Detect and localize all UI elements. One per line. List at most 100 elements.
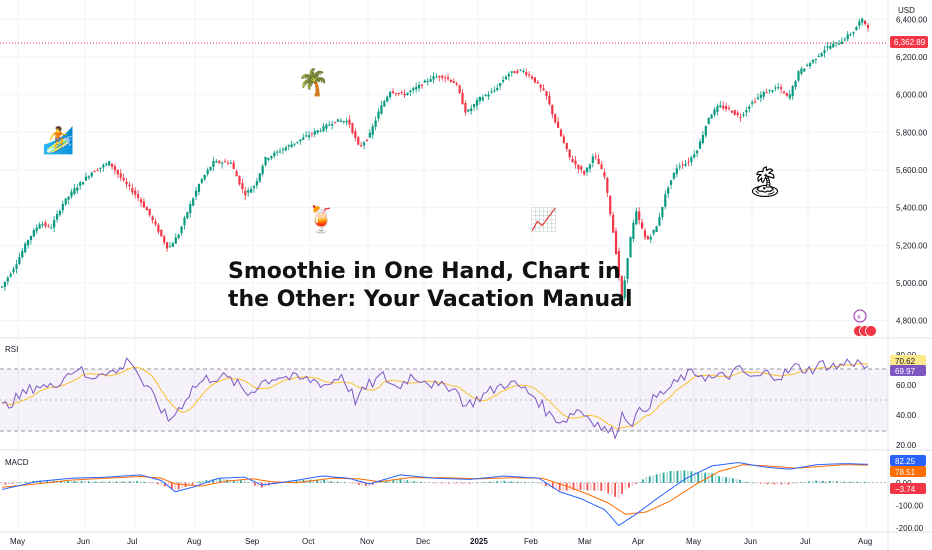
candle-body xyxy=(811,59,815,63)
price-axis[interactable]: 6,400.00 6,200.00 6,000.00 5,800.00 5,600.00… xyxy=(896,15,928,325)
us-flag-icon[interactable] xyxy=(853,325,877,337)
macd-histogram-bar xyxy=(125,481,128,483)
candle-body xyxy=(545,91,548,96)
macd-histogram-bar xyxy=(486,481,488,483)
candle-body xyxy=(444,77,447,79)
candle-body xyxy=(93,171,96,173)
macd-histogram-bar xyxy=(804,481,807,483)
currency-label[interactable]: USD xyxy=(898,6,915,15)
time-tick-label: Nov xyxy=(360,537,374,546)
candle-body xyxy=(785,93,789,96)
macd-histogram-bar xyxy=(576,482,578,491)
time-tick-label: Apr xyxy=(632,537,645,546)
candle-body xyxy=(336,119,340,122)
macd-histogram-bar xyxy=(458,482,461,484)
candle-body xyxy=(638,211,641,221)
candle-body xyxy=(426,80,429,82)
candle-body xyxy=(478,97,481,102)
candle-body xyxy=(394,93,397,95)
candle-body xyxy=(614,230,618,255)
macd-histogram-bar xyxy=(749,482,752,483)
candle-body xyxy=(640,222,644,229)
macd-histogram-bar xyxy=(718,476,720,483)
candle-body xyxy=(0,286,4,288)
candle-body xyxy=(47,225,50,227)
macd-histogram-bar xyxy=(4,482,7,485)
candle-body xyxy=(542,88,545,91)
rsi-series xyxy=(1,357,869,440)
candle-body xyxy=(782,91,786,94)
macd-histogram-bar xyxy=(475,482,478,484)
time-axis[interactable]: May Jun Jul Aug Sep Oct Nov Dec 2025 Feb Mar Apr May… xyxy=(10,537,872,546)
candle-body xyxy=(105,163,108,165)
price-tick-label: 6,200.00 xyxy=(896,53,928,62)
macd-histogram-bar xyxy=(174,482,177,491)
macd-histogram-bar xyxy=(631,482,634,486)
candle-body xyxy=(409,90,412,93)
candle-body xyxy=(591,156,594,163)
candle-body xyxy=(603,172,606,177)
candle-body xyxy=(643,230,647,238)
price-tick-label: 5,600.00 xyxy=(896,166,928,175)
candle-body xyxy=(374,120,377,127)
macd-histogram-bar xyxy=(690,471,693,483)
candle-body xyxy=(556,121,560,128)
macd-histogram-bar xyxy=(853,481,856,483)
candle-body xyxy=(649,236,652,240)
macd-histogram-bar xyxy=(645,477,648,483)
macd-histogram-bar xyxy=(565,482,568,491)
candle-body xyxy=(696,150,699,154)
macd-histogram-bar xyxy=(98,481,100,483)
candle-body xyxy=(273,152,276,156)
macd-histogram-bar xyxy=(482,482,485,483)
macd-hist-tag-bg xyxy=(890,483,926,494)
candle-body xyxy=(281,149,285,151)
candle-body xyxy=(768,89,771,91)
candle-body xyxy=(29,235,33,240)
candle-body xyxy=(464,103,467,113)
candle-body xyxy=(325,124,328,129)
macd-histogram-bar xyxy=(569,482,571,491)
candle-body xyxy=(255,181,258,186)
candle-body xyxy=(713,109,716,116)
candle-body xyxy=(519,69,522,71)
macd-histogram-bar xyxy=(233,479,235,483)
macd-histogram-bar xyxy=(621,482,623,494)
macd-histogram-bar xyxy=(368,482,371,487)
candle-body xyxy=(108,161,111,166)
candle-body xyxy=(151,216,154,221)
candle-body xyxy=(771,90,774,92)
macd-histogram-bar xyxy=(728,477,731,483)
candle-body xyxy=(270,155,273,159)
candle-body xyxy=(588,164,592,169)
rsi-line xyxy=(1,357,869,440)
candle-body xyxy=(661,206,664,218)
macd-histogram-bar xyxy=(686,470,689,483)
macd-histogram-bar xyxy=(430,482,433,484)
candle-body xyxy=(232,162,235,169)
candle-body xyxy=(626,258,629,279)
candle-body xyxy=(585,167,589,173)
candle-body xyxy=(371,126,374,135)
rsi-value-tag-bg xyxy=(890,355,926,366)
macd-histogram-bar xyxy=(496,481,499,483)
macd-histogram-bar xyxy=(583,482,585,491)
macd-histogram-bar xyxy=(835,481,838,483)
macd-histogram-bar xyxy=(489,481,492,483)
macd-histogram-bar xyxy=(745,481,748,483)
rsi-tick-label: 60.00 xyxy=(896,381,917,390)
lightning-icon[interactable]: ⚡ xyxy=(856,313,862,322)
candle-body xyxy=(81,182,85,185)
macd-histogram-bar xyxy=(1,482,3,485)
candle-body xyxy=(365,140,369,142)
surfer-icon: 🏄 xyxy=(42,126,75,156)
candle-body xyxy=(244,190,247,196)
macd-histogram-bar xyxy=(527,482,530,483)
macd-histogram-bar xyxy=(413,481,416,483)
candle-body xyxy=(609,195,612,215)
candle-body xyxy=(145,207,148,211)
candle-body xyxy=(461,92,464,105)
candle-body xyxy=(481,97,484,101)
lightning-icon-bg[interactable] xyxy=(853,309,867,323)
